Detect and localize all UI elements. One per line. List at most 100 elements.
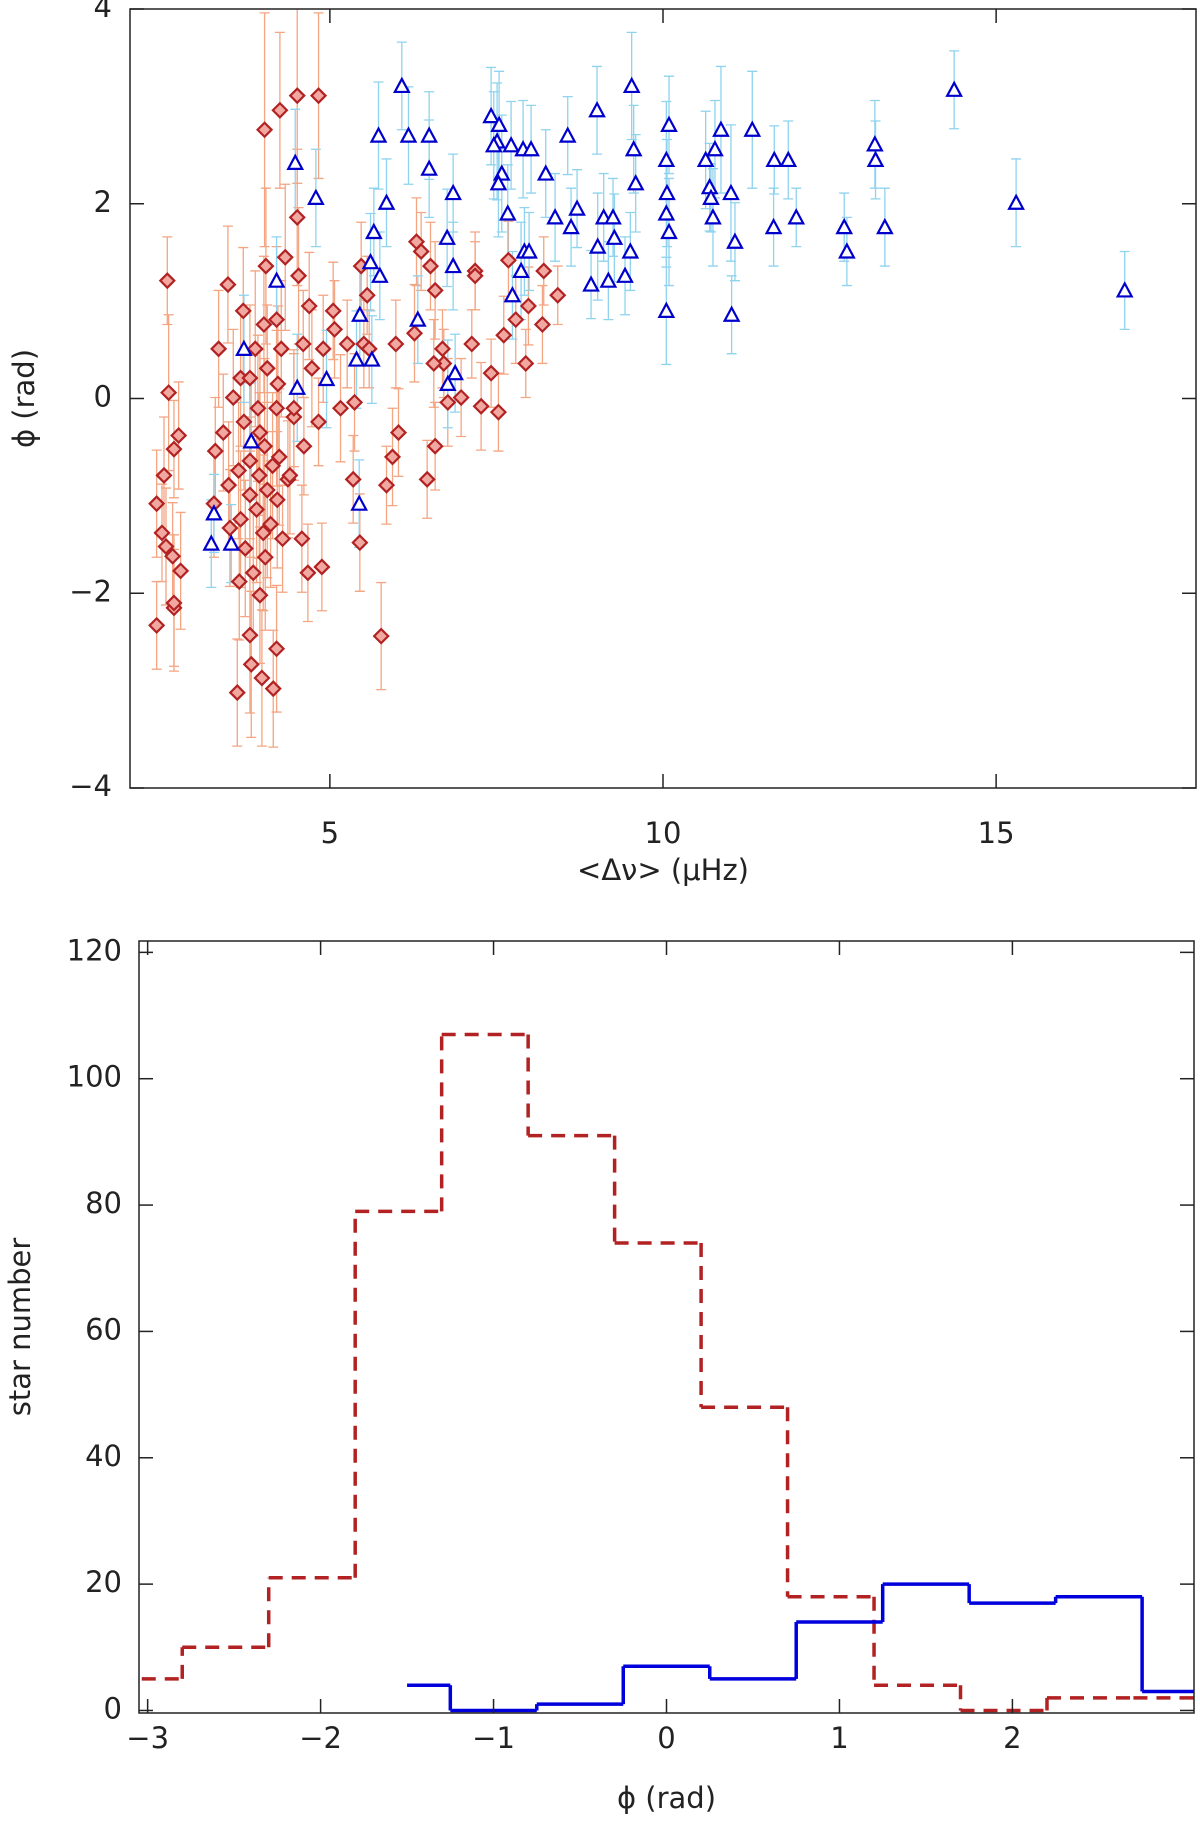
triangle-point bbox=[604, 208, 622, 225]
diamond-point bbox=[241, 369, 259, 387]
diamond-point bbox=[248, 500, 266, 519]
triangle-point bbox=[546, 208, 564, 225]
diamond-point bbox=[489, 403, 507, 421]
diamond-point bbox=[219, 276, 237, 294]
triangle-point bbox=[1115, 281, 1134, 298]
diamond-point bbox=[426, 281, 444, 299]
triangle-point bbox=[657, 301, 676, 318]
triangle-point bbox=[787, 208, 806, 225]
diamond-point bbox=[224, 388, 242, 407]
diamond-point bbox=[387, 335, 405, 353]
diamond-point bbox=[463, 335, 481, 353]
triangle-point bbox=[706, 139, 724, 157]
diamond-point bbox=[314, 340, 332, 358]
diamond-point bbox=[344, 470, 362, 488]
diamond-point bbox=[221, 519, 239, 537]
diamond-point bbox=[412, 242, 430, 261]
triangle-point bbox=[722, 305, 741, 322]
triangle-point bbox=[702, 188, 720, 206]
diamond-point bbox=[230, 462, 248, 480]
diamond-point bbox=[293, 530, 311, 548]
triangle-point bbox=[222, 534, 241, 551]
x-tick-label: −3 bbox=[126, 1721, 169, 1755]
triangle-point bbox=[568, 199, 586, 216]
plot-area bbox=[148, 9, 1134, 748]
diamond-point bbox=[234, 302, 252, 320]
y-tick-label: 2 bbox=[94, 185, 112, 219]
triangle-point bbox=[626, 173, 645, 191]
triangle-point bbox=[558, 126, 577, 143]
y-tick-label: 0 bbox=[94, 380, 112, 414]
diamond-point bbox=[358, 286, 376, 304]
diamond-point bbox=[268, 640, 286, 658]
diamond-point bbox=[433, 340, 452, 358]
triangle-point bbox=[377, 193, 396, 210]
triangle-point bbox=[202, 534, 221, 551]
diamond-point bbox=[244, 564, 262, 582]
diamond-point bbox=[290, 267, 308, 285]
diamond-point bbox=[299, 564, 317, 582]
y-axis-title: ϕ (rad) bbox=[7, 349, 41, 448]
triangle-point bbox=[438, 228, 456, 245]
triangle-point bbox=[363, 350, 381, 367]
diamond-point bbox=[519, 297, 537, 315]
triangle-point bbox=[712, 120, 730, 137]
x-tick-label: 15 bbox=[978, 816, 1015, 850]
diamond-point bbox=[517, 354, 535, 373]
triangle-point bbox=[392, 76, 411, 94]
diamond-point bbox=[256, 548, 274, 566]
diamond-point bbox=[235, 413, 253, 431]
diamond-point bbox=[309, 413, 328, 431]
triangle-point bbox=[482, 106, 500, 124]
y-tick-label: 20 bbox=[85, 1565, 122, 1599]
diamond-point bbox=[249, 399, 267, 417]
diamond-point bbox=[300, 297, 318, 315]
plot-area bbox=[139, 1032, 1194, 1713]
triangle-point bbox=[622, 76, 641, 94]
diamond-point bbox=[258, 481, 276, 499]
x-axis-title: <Δν> (μHz) bbox=[577, 853, 749, 887]
triangle-point bbox=[696, 150, 715, 168]
diamond-point bbox=[220, 476, 238, 494]
triangle-point bbox=[835, 217, 854, 235]
y-tick-label: 0 bbox=[104, 1691, 122, 1725]
triangle-point bbox=[205, 504, 223, 521]
diamond-point bbox=[324, 302, 342, 320]
triangle-point bbox=[588, 237, 607, 254]
x-tick-label: 1 bbox=[830, 1721, 848, 1755]
triangle-point bbox=[347, 350, 366, 367]
triangle-point bbox=[726, 232, 744, 249]
diamond-point bbox=[210, 340, 228, 358]
triangle-point bbox=[242, 432, 261, 449]
diamond-point bbox=[272, 340, 290, 358]
diamond-point bbox=[303, 359, 321, 377]
triangle-point bbox=[286, 153, 305, 170]
triangle-point bbox=[446, 363, 464, 381]
triangle-point bbox=[498, 204, 517, 221]
diamond-point bbox=[228, 684, 246, 702]
y-tick-label: −4 bbox=[69, 769, 112, 803]
diamond-point bbox=[232, 510, 250, 528]
diamond-point bbox=[313, 558, 331, 576]
x-tick-label: −1 bbox=[472, 1721, 515, 1755]
diamond-point bbox=[242, 655, 260, 673]
diamond-point bbox=[425, 354, 443, 373]
diamond-point bbox=[236, 539, 254, 558]
diamond-point bbox=[325, 320, 344, 338]
diamond-point bbox=[170, 426, 188, 445]
x-tick-label: 0 bbox=[657, 1721, 675, 1755]
triangle-point bbox=[657, 150, 676, 168]
diamond-point bbox=[165, 594, 183, 612]
y-tick-label: 120 bbox=[67, 933, 122, 967]
diamond-point bbox=[331, 399, 350, 417]
diamond-point bbox=[377, 476, 396, 494]
triangle-point bbox=[369, 126, 388, 143]
triangle-point bbox=[267, 271, 286, 288]
x-tick-label: 5 bbox=[321, 816, 339, 850]
diamond-point bbox=[241, 452, 259, 470]
triangle-point bbox=[704, 208, 722, 225]
diamond-point bbox=[262, 515, 280, 533]
y-tick-label: 100 bbox=[67, 1060, 122, 1094]
diamond-point bbox=[285, 399, 303, 417]
diamond-point bbox=[405, 324, 424, 342]
